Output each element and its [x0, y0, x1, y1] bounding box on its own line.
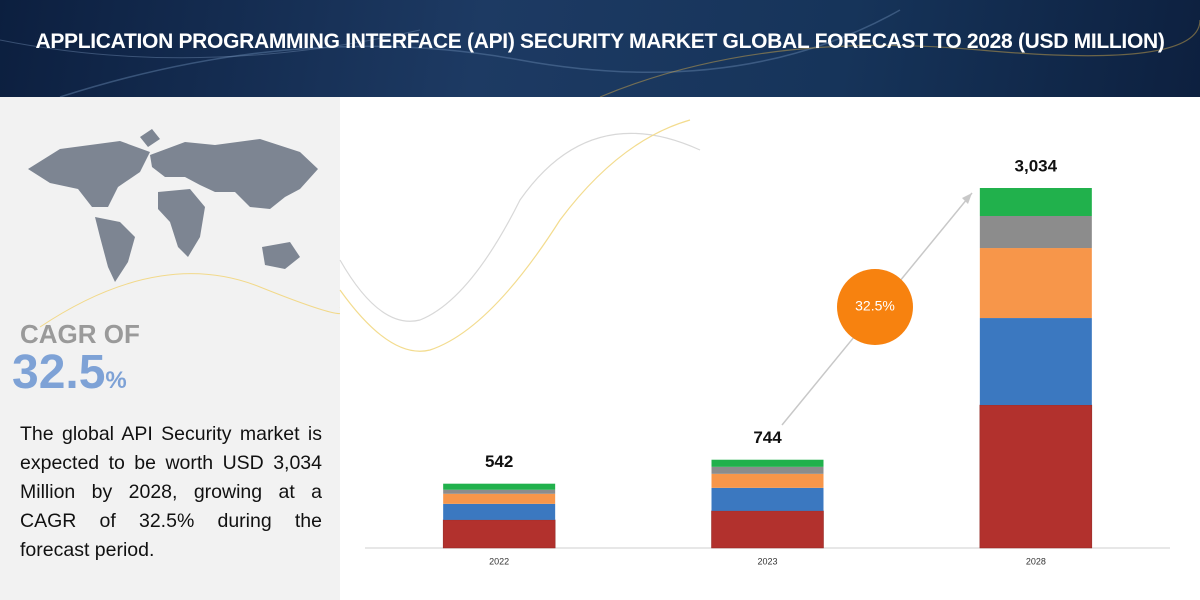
bar-segment — [711, 466, 824, 474]
growth-arrow-head — [962, 193, 972, 204]
bar-segment — [979, 404, 1093, 549]
total-label: 3,034 — [1015, 156, 1058, 175]
bar-segment — [979, 248, 1092, 319]
bar-segment — [711, 459, 824, 467]
cagr-unit: % — [105, 367, 127, 394]
bar-segment — [443, 503, 556, 520]
decoration-curve — [339, 119, 691, 352]
bar-segment — [443, 483, 556, 490]
cagr-number: 32.5 — [12, 346, 106, 399]
bar-segment — [443, 493, 556, 504]
header-decoration — [0, 9, 1200, 97]
title: APPLICATION PROGRAMMING INTERFACE (API) … — [35, 30, 1165, 53]
cagr-label: CAGR OF — [20, 319, 140, 349]
x-tick-label: 2023 — [757, 556, 777, 566]
bar-segment — [979, 188, 1092, 217]
cagr-value: 32.5% — [12, 345, 127, 400]
x-tick-label: 2028 — [1026, 556, 1046, 566]
bar-segment — [979, 216, 1092, 249]
description: The global API Security market is expect… — [20, 423, 322, 561]
total-label: 542 — [485, 452, 513, 471]
x-tick-label: 2022 — [489, 556, 509, 566]
bar-segment — [711, 510, 824, 549]
bar-segment — [711, 473, 824, 488]
header: APPLICATION PROGRAMMING INTERFACE (API) … — [0, 0, 1200, 97]
bar-segment — [711, 487, 824, 511]
decoration-curve — [339, 132, 701, 322]
cagr-badge-label: 32.5% — [855, 298, 895, 314]
sidebar: CAGR OF 32.5% The global API Security ma… — [0, 97, 340, 600]
total-label: 744 — [753, 428, 782, 447]
cagr-badge — [837, 269, 913, 345]
bar-segment — [979, 318, 1092, 406]
bar-segment — [443, 489, 556, 494]
growth-arrow — [781, 192, 973, 426]
bar-segment — [442, 519, 556, 549]
world-map — [28, 129, 318, 282]
decoration — [39, 273, 340, 328]
